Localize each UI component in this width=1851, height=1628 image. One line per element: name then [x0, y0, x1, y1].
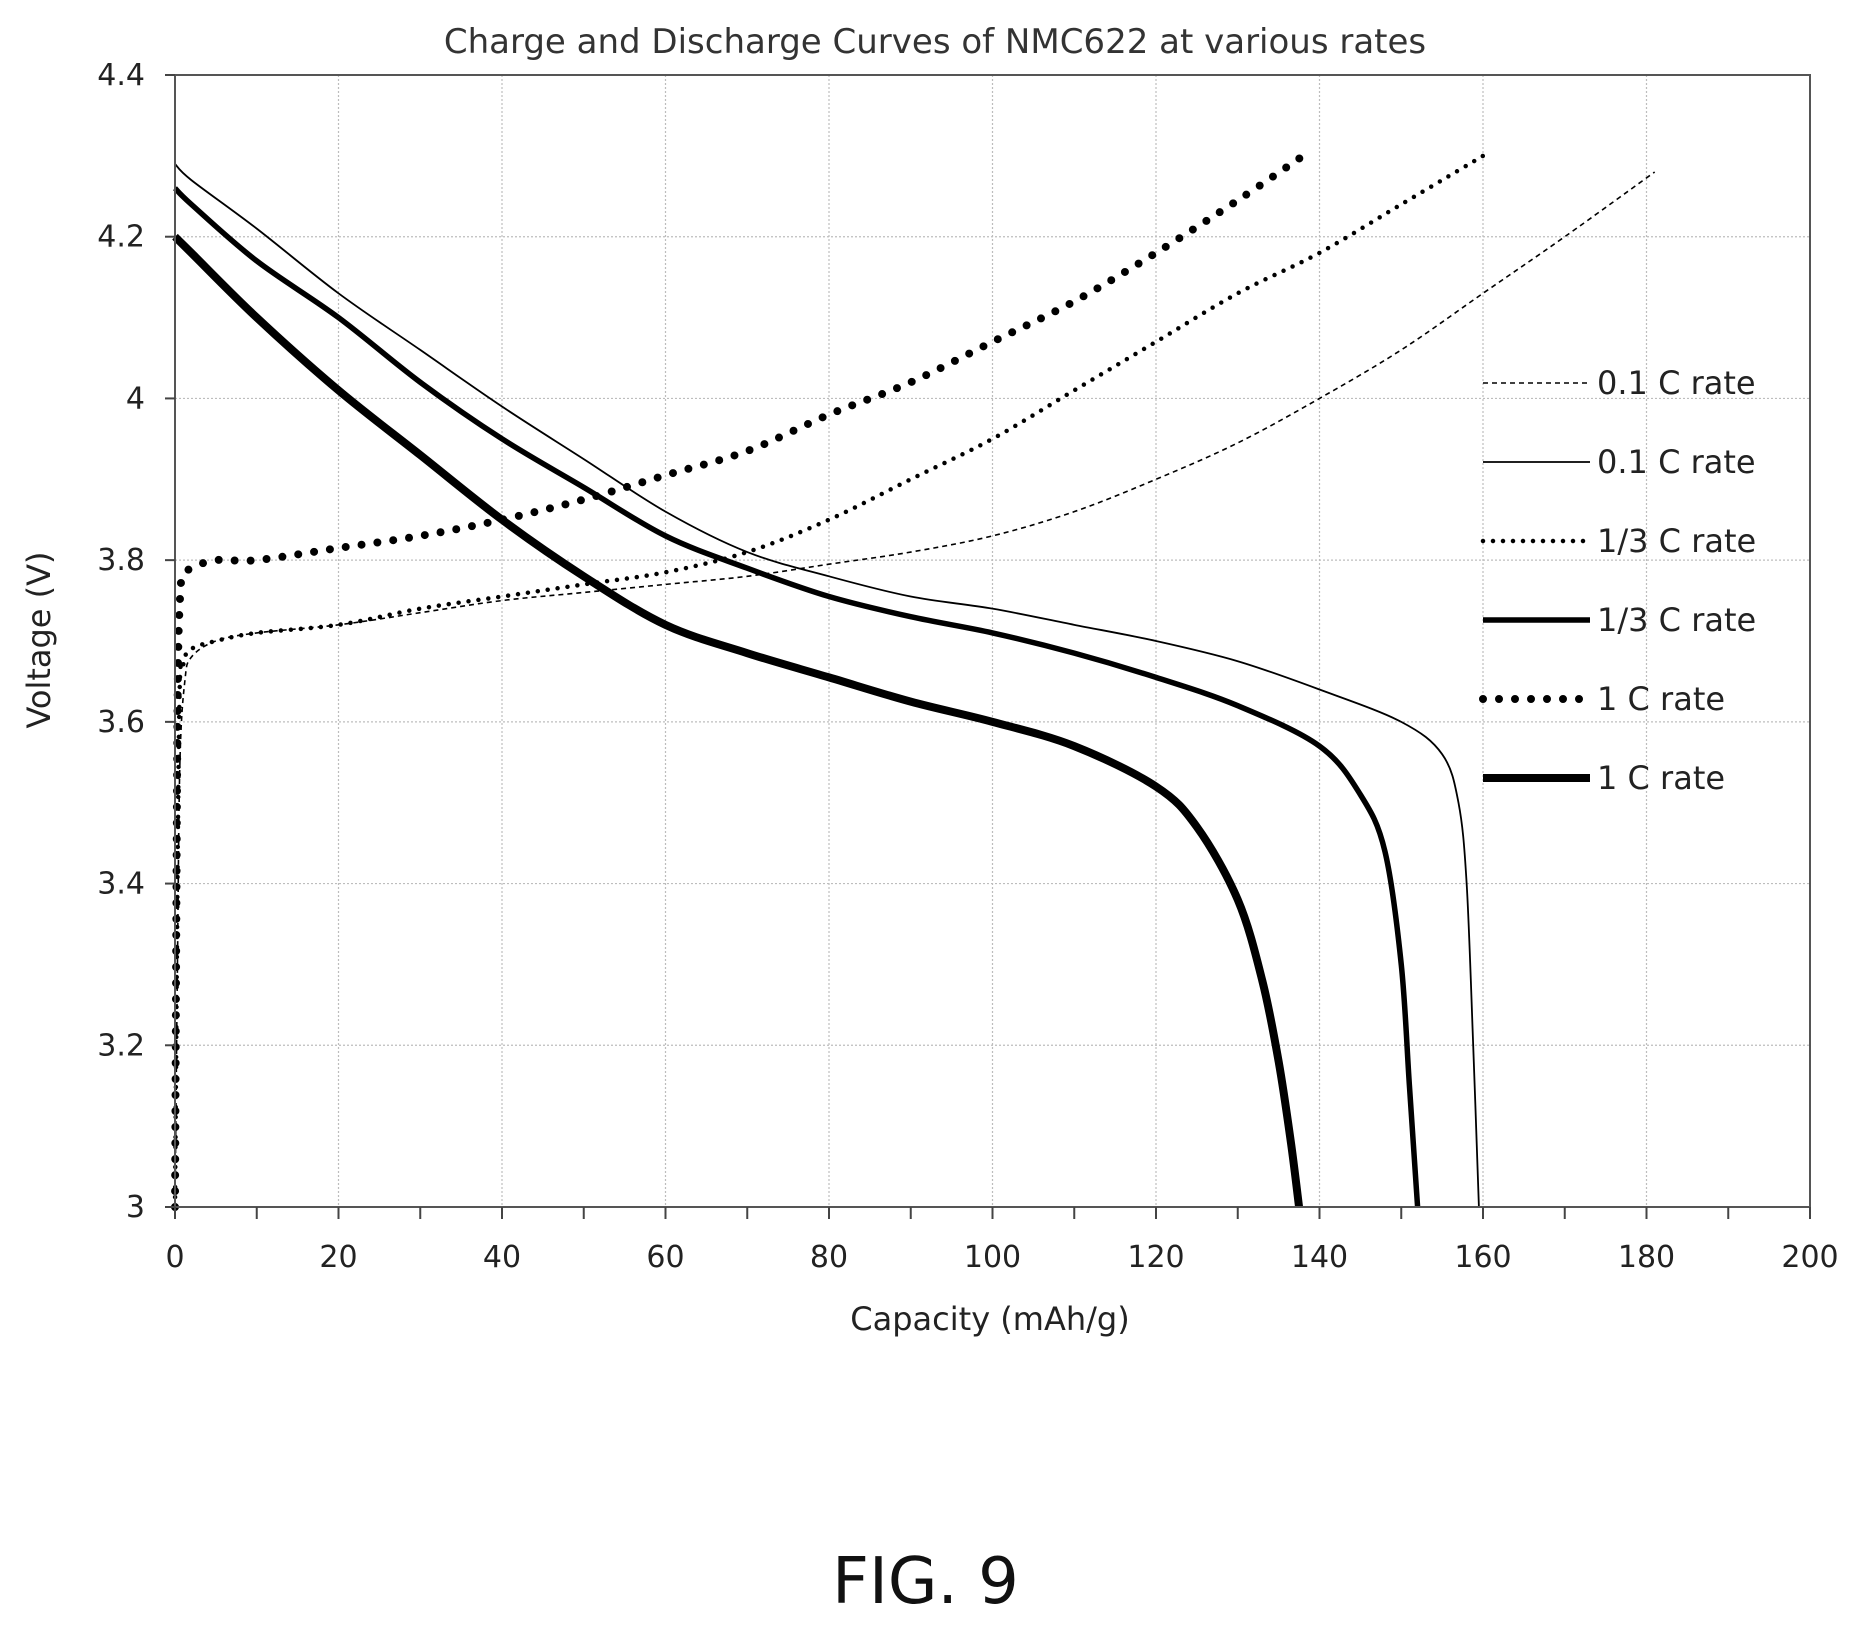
x-tick-label: 160 [1454, 1240, 1511, 1275]
x-tick-label: 60 [646, 1240, 684, 1275]
y-tick-label: 3.4 [97, 867, 145, 902]
y-tick-label: 3 [126, 1190, 145, 1225]
y-tick-label: 4 [126, 381, 145, 416]
series-line-5-discharge [172, 233, 1304, 1208]
legend-label-1: 0.1 C rate [1597, 443, 1756, 481]
x-tick-label: 100 [964, 1240, 1021, 1275]
legend-label-5: 1 C rate [1597, 759, 1725, 797]
y-tick-label: 3.2 [97, 1028, 145, 1063]
series-line-0-charge [174, 171, 1656, 1208]
legend-label-2: 1/3 C rate [1597, 522, 1756, 560]
series-line-2-charge [172, 153, 1486, 1210]
legend-label-4: 1 C rate [1597, 680, 1725, 718]
x-tick-label: 20 [319, 1240, 357, 1275]
legend-label-0: 0.1 C rate [1597, 364, 1756, 402]
x-tick-label: 80 [810, 1240, 848, 1275]
x-tick-label: 120 [1127, 1240, 1184, 1275]
y-tick-labels: 3 3.2 3.4 3.6 3.8 4 4.2 4.4 [97, 58, 145, 1225]
chart-title: Charge and Discharge Curves of NMC622 at… [444, 22, 1426, 62]
series-layer [171, 151, 1656, 1211]
y-tick-label: 3.6 [97, 705, 145, 740]
x-tick-label: 200 [1781, 1240, 1838, 1275]
y-tick-label: 3.8 [97, 543, 145, 578]
x-tick-labels: 0 20 40 60 80 100 120 140 160 180 200 [165, 1240, 1838, 1275]
x-tick-label: 40 [483, 1240, 521, 1275]
x-axis-label: Capacity (mAh/g) [850, 1300, 1129, 1338]
series-line-4-charge [171, 151, 1308, 1211]
legend: 0.1 C rate 0.1 C rate 1/3 C rate 1/3 C rate… [1479, 364, 1756, 797]
figure-caption: FIG. 9 [832, 1545, 1019, 1619]
x-tick-label: 0 [165, 1240, 184, 1275]
y-tick-label: 4.4 [97, 58, 145, 93]
x-tick-label: 140 [1291, 1240, 1348, 1275]
tick-marks [165, 74, 1811, 1219]
x-tick-label: 180 [1618, 1240, 1675, 1275]
series-line-3-discharge [173, 186, 1421, 1208]
y-tick-label: 4.2 [97, 220, 145, 255]
grid [175, 75, 1810, 1207]
legend-label-3: 1/3 C rate [1597, 601, 1756, 639]
series-line-1-discharge [174, 163, 1480, 1208]
y-axis-label: Voltage (V) [20, 551, 58, 728]
